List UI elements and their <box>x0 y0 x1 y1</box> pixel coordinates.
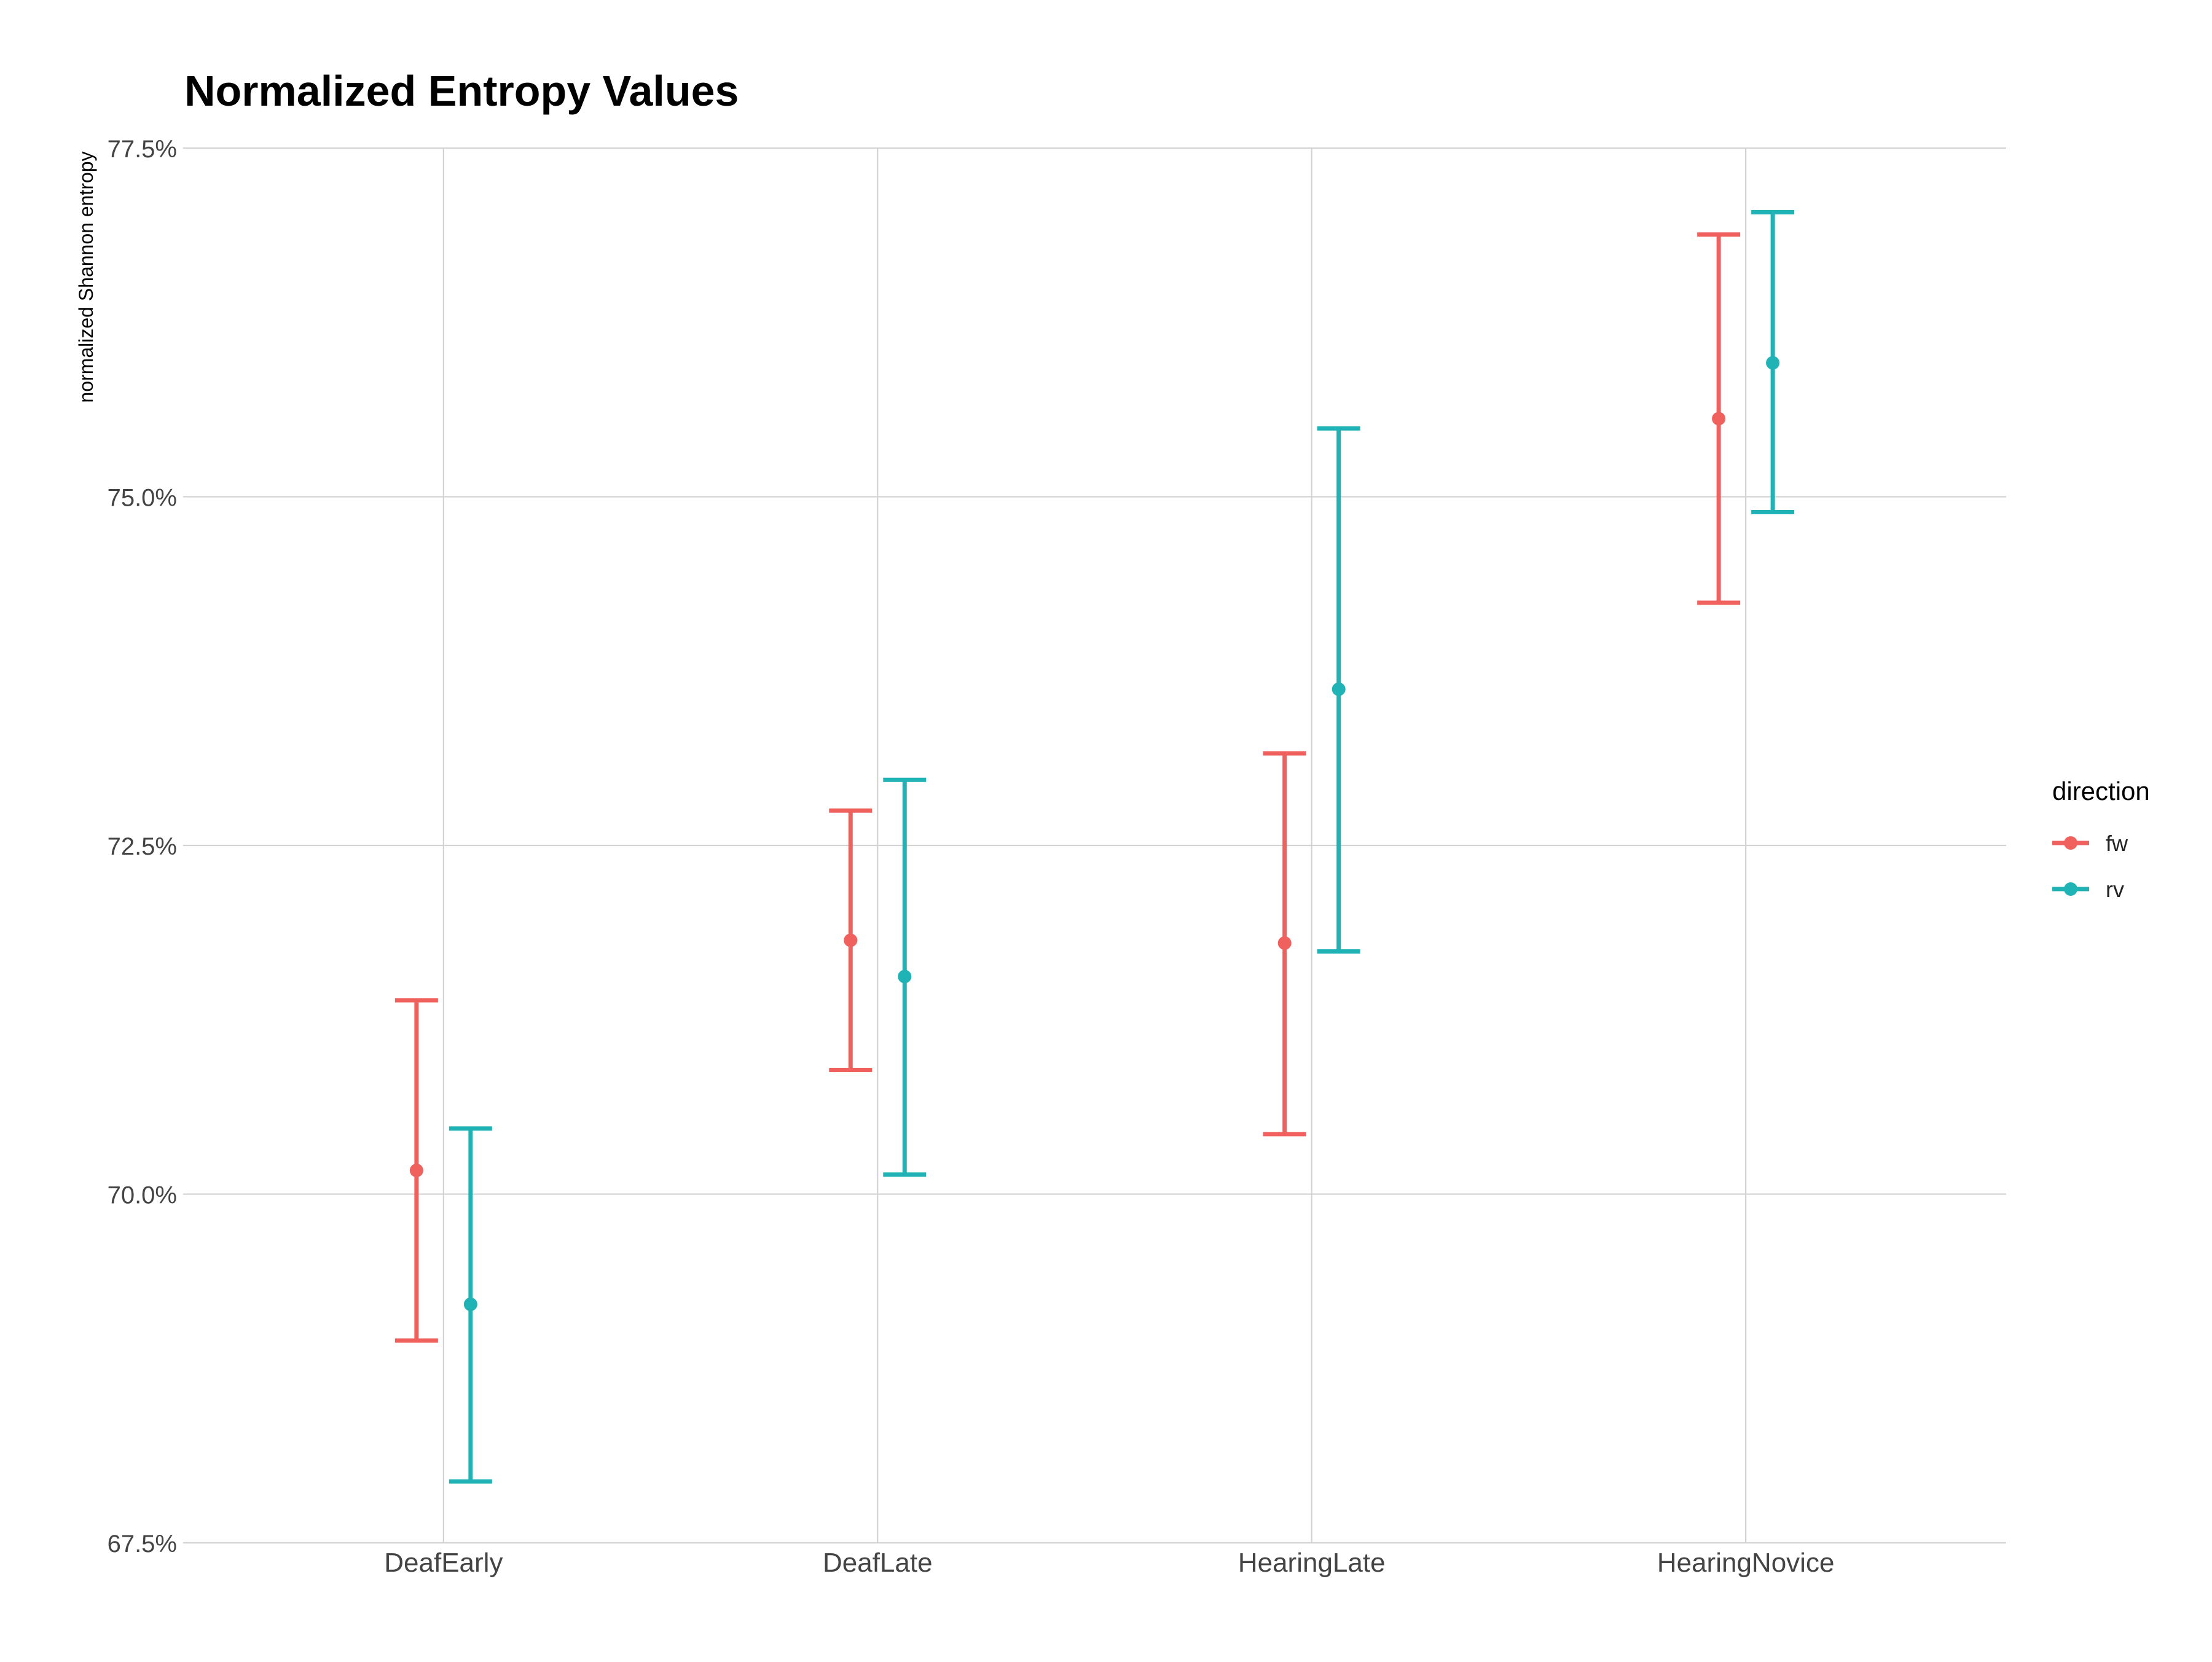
legend-label: fw <box>2106 831 2128 856</box>
x-tick-label: HearingLate <box>1238 1548 1386 1578</box>
errorbar-fw-DeafLate <box>829 808 873 1072</box>
legend-key-point <box>2064 882 2077 896</box>
data-point <box>1712 412 1726 426</box>
legend: direction fw rv <box>2052 777 2150 902</box>
x-tick-label: DeafLate <box>823 1548 933 1578</box>
data-point <box>1766 356 1780 370</box>
data-point <box>409 1163 423 1177</box>
x-tick-labels: DeafEarly DeafLate HearingLate HearingNovic… <box>384 1548 1834 1578</box>
y-tick-label: 70.0% <box>108 1182 177 1209</box>
y-tick-label: 75.0% <box>108 485 177 512</box>
legend-key-point <box>2064 836 2077 850</box>
legend-key-fw: fw <box>2052 831 2128 856</box>
y-axis-title: normalized Shannon entropy <box>75 151 97 402</box>
legend-label: rv <box>2106 877 2124 902</box>
errorbar-fw-HearingNovice <box>1697 232 1741 605</box>
legend-key-rv: rv <box>2052 877 2124 902</box>
errorbar-rv-HearingNovice <box>1751 210 1795 514</box>
y-tick-label: 67.5% <box>108 1531 177 1558</box>
data-point <box>844 933 858 947</box>
errorbar-rv-HearingLate <box>1317 426 1360 954</box>
chart-title: Normalized Entropy Values <box>184 67 739 115</box>
data-point <box>463 1297 477 1311</box>
data-point <box>1277 936 1292 950</box>
legend-title: direction <box>2052 777 2150 806</box>
errorbar-rv-DeafLate <box>883 777 927 1177</box>
y-tick-label: 77.5% <box>108 136 177 163</box>
y-tick-labels: 67.5% 70.0% 72.5% 75.0% 77.5% <box>108 136 177 1558</box>
x-tick-label: HearingNovice <box>1657 1548 1835 1578</box>
x-tick-label: DeafEarly <box>384 1548 503 1578</box>
errorbar-marks <box>394 210 1795 1484</box>
errorbar-fw-HearingLate <box>1263 751 1306 1137</box>
errorbar-rv-DeafEarly <box>449 1126 492 1484</box>
y-tick-label: 72.5% <box>108 833 177 860</box>
errorbar-fw-DeafEarly <box>394 998 438 1343</box>
grid-layer <box>183 147 2006 1544</box>
data-point <box>898 970 912 984</box>
data-point <box>1332 682 1346 696</box>
